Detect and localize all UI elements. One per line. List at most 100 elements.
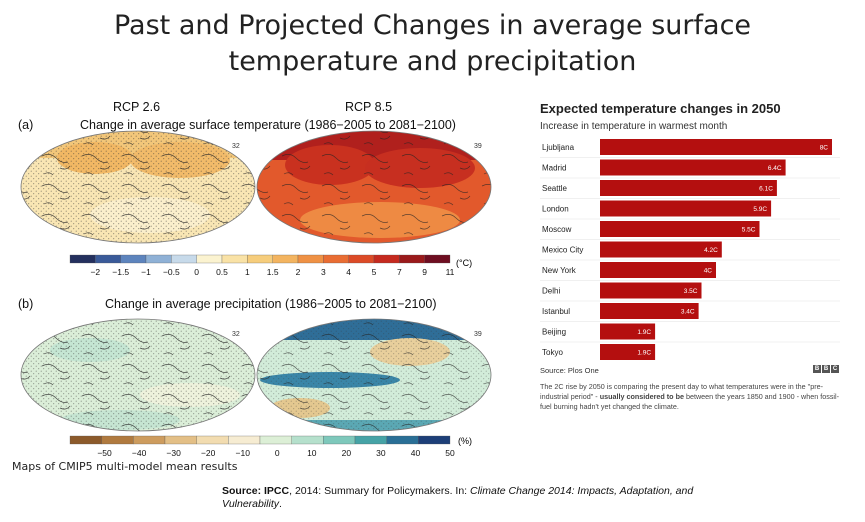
source-citation: Source: IPCC, 2014: Summary for Policyma…	[222, 485, 782, 511]
colorbar-precipitation-tick-label: −20	[201, 448, 216, 458]
footnote-part-c: between the years 1850 and 1900 - when f…	[540, 392, 839, 411]
maps-caption: Maps of CMIP5 multi-model mean results	[12, 460, 238, 473]
chart-subtitle: Increase in temperature in warmest month	[540, 121, 728, 132]
colorbar-temperature-swatch	[297, 254, 324, 264]
panel-a-label: (a)	[18, 118, 34, 132]
colorbar-temperature-swatch	[171, 254, 197, 264]
category-label: Moscow	[542, 225, 572, 234]
category-label: Mexico City	[542, 246, 583, 255]
source-text: , 2014: Summary for Policymakers. In:	[289, 485, 471, 497]
model-count-a-right: 39	[474, 143, 482, 150]
colorbar-temperature-tick-label: 5	[372, 267, 377, 277]
value-label: 1.9C	[637, 350, 651, 357]
panel-b-title: Change in average precipitation (1986−20…	[105, 297, 437, 311]
colorbar-precipitation-swatch	[133, 435, 166, 445]
colorbar-temperature-tick-label: −1.5	[112, 267, 129, 277]
value-label: 6.4C	[768, 165, 782, 172]
colorbar-precipitation-tick-label: 30	[376, 448, 386, 458]
colorbar-precipitation-swatch	[259, 435, 292, 445]
colorbar-temperature-tick-label: 2	[296, 267, 301, 277]
colorbar-temperature-tick-label: −0.5	[163, 267, 180, 277]
colorbar-temperature-swatch	[196, 254, 223, 264]
colorbar-temperature-swatch	[247, 254, 273, 264]
colorbar-precipitation-tick-label: −40	[132, 448, 147, 458]
colorbar-precipitation-tick-label: 0	[275, 448, 280, 458]
bar-moscow	[600, 221, 760, 237]
value-label: 1.9C	[637, 329, 651, 336]
value-label: 5.5C	[742, 227, 756, 234]
value-label: 4C	[704, 268, 713, 275]
colorbar-precipitation-swatch	[228, 435, 261, 445]
source-book: Climate Change 2014: Impacts, Adaptation…	[470, 485, 694, 497]
bbc-logo-b1: B	[813, 365, 821, 373]
colorbar-precipitation-swatch	[69, 435, 102, 445]
colorbar-temperature-tick-label: 11	[446, 267, 455, 277]
bar-beijing	[600, 323, 656, 340]
bar-tokyo	[600, 344, 656, 360]
slide-title: Past and Projected Changes in average su…	[40, 8, 825, 80]
bar-delhi	[600, 282, 702, 299]
bbc-bar-chart: Expected temperature changes in 2050 Inc…	[530, 95, 860, 415]
value-label: 8C	[820, 145, 829, 152]
map-temp-rcp85	[257, 131, 491, 243]
bar-ljubljana	[600, 139, 832, 155]
bar-new-york	[600, 262, 716, 278]
colorbar-precipitation-swatch	[418, 435, 451, 445]
value-label: 3.5C	[684, 288, 698, 295]
colorbar-temperature-tick-label: 0	[194, 267, 199, 277]
bar-plot-area: Ljubljana 8C Madrid 6.4C Seattle 6.1C London 5.…	[540, 139, 840, 360]
source-org: IPCC	[264, 485, 290, 497]
colorbar-temperature-tick-label: 4	[346, 267, 351, 277]
colorbar-temperature-swatch	[373, 254, 400, 264]
colorbar-precipitation-tick-label: −10	[236, 448, 251, 458]
source-label: Source:	[222, 485, 262, 497]
colorbar-precipitation-swatch	[196, 435, 229, 445]
colorbar-precipitation-swatch	[323, 435, 356, 445]
scenario-rcp26-label: RCP 2.6	[113, 100, 161, 114]
colorbar-precipitation-swatch	[164, 435, 197, 445]
slide-title-line1: Past and Projected Changes in average su…	[113, 10, 752, 41]
category-label: New York	[542, 266, 577, 275]
map-temp-rcp26	[21, 131, 255, 243]
colorbar-precipitation-swatch	[354, 435, 387, 445]
colorbar-precipitation-swatch	[386, 435, 419, 445]
bbc-logo-b2: B	[822, 365, 830, 373]
bbc-logo: B B C	[813, 365, 839, 373]
chart-title: Expected temperature changes in 2050	[540, 101, 781, 116]
colorbar-temperature-swatch	[69, 254, 96, 264]
colorbar-temperature-swatch	[120, 254, 147, 264]
category-label: Tokyo	[542, 348, 563, 357]
value-label: 3.4C	[681, 309, 695, 316]
footnote-part-a: The 2C rise by 2050 is comparing the pre…	[540, 382, 824, 401]
bar-istanbul	[600, 303, 699, 319]
colorbar-temperature-swatch	[323, 254, 349, 264]
bbc-logo-c: C	[831, 365, 839, 373]
colorbar-temperature-tick-label: −2	[90, 267, 100, 277]
value-label: 5.9C	[753, 206, 767, 213]
bar-london	[600, 200, 772, 217]
colorbar-temperature-unit: (°C)	[456, 258, 473, 268]
slide-title-line2: temperature and precipitation	[228, 46, 637, 77]
category-label: Delhi	[542, 287, 560, 296]
colorbar-temperature-swatch	[221, 254, 248, 264]
colorbar-precipitation-tick-label: −30	[166, 448, 181, 458]
colorbar-precipitation-tick-label: 50	[445, 448, 455, 458]
colorbar-temperature-tick-label: 3	[321, 267, 326, 277]
world-maps: 32 39 32	[20, 130, 492, 432]
category-label: Seattle	[542, 184, 567, 193]
colorbar-temperature-tick-label: 1.5	[267, 267, 279, 277]
value-label: 6.1C	[759, 186, 773, 193]
colorbar-precipitation-unit: (%)	[458, 436, 472, 446]
colorbar-temperature-swatch	[95, 254, 121, 264]
colorbar-precipitation: −50 −40 −30 −20 −10 0 10 20 30 40 50	[69, 435, 455, 458]
colorbar-precipitation-swatch	[291, 435, 324, 445]
panel-b-label: (b)	[18, 297, 34, 311]
map-precip-rcp26	[21, 319, 255, 431]
colorbar-temperature-tick-label: 7	[397, 267, 402, 277]
colorbar-temperature-tick-label: 1	[245, 267, 250, 277]
colorbar-temperature-tick-label: −1	[141, 267, 151, 277]
category-label: Madrid	[542, 164, 566, 173]
value-label: 4.2C	[704, 247, 718, 254]
colorbar-temperature-tick-label: 9	[422, 267, 427, 277]
scenario-rcp85-label: RCP 8.5	[345, 100, 393, 114]
